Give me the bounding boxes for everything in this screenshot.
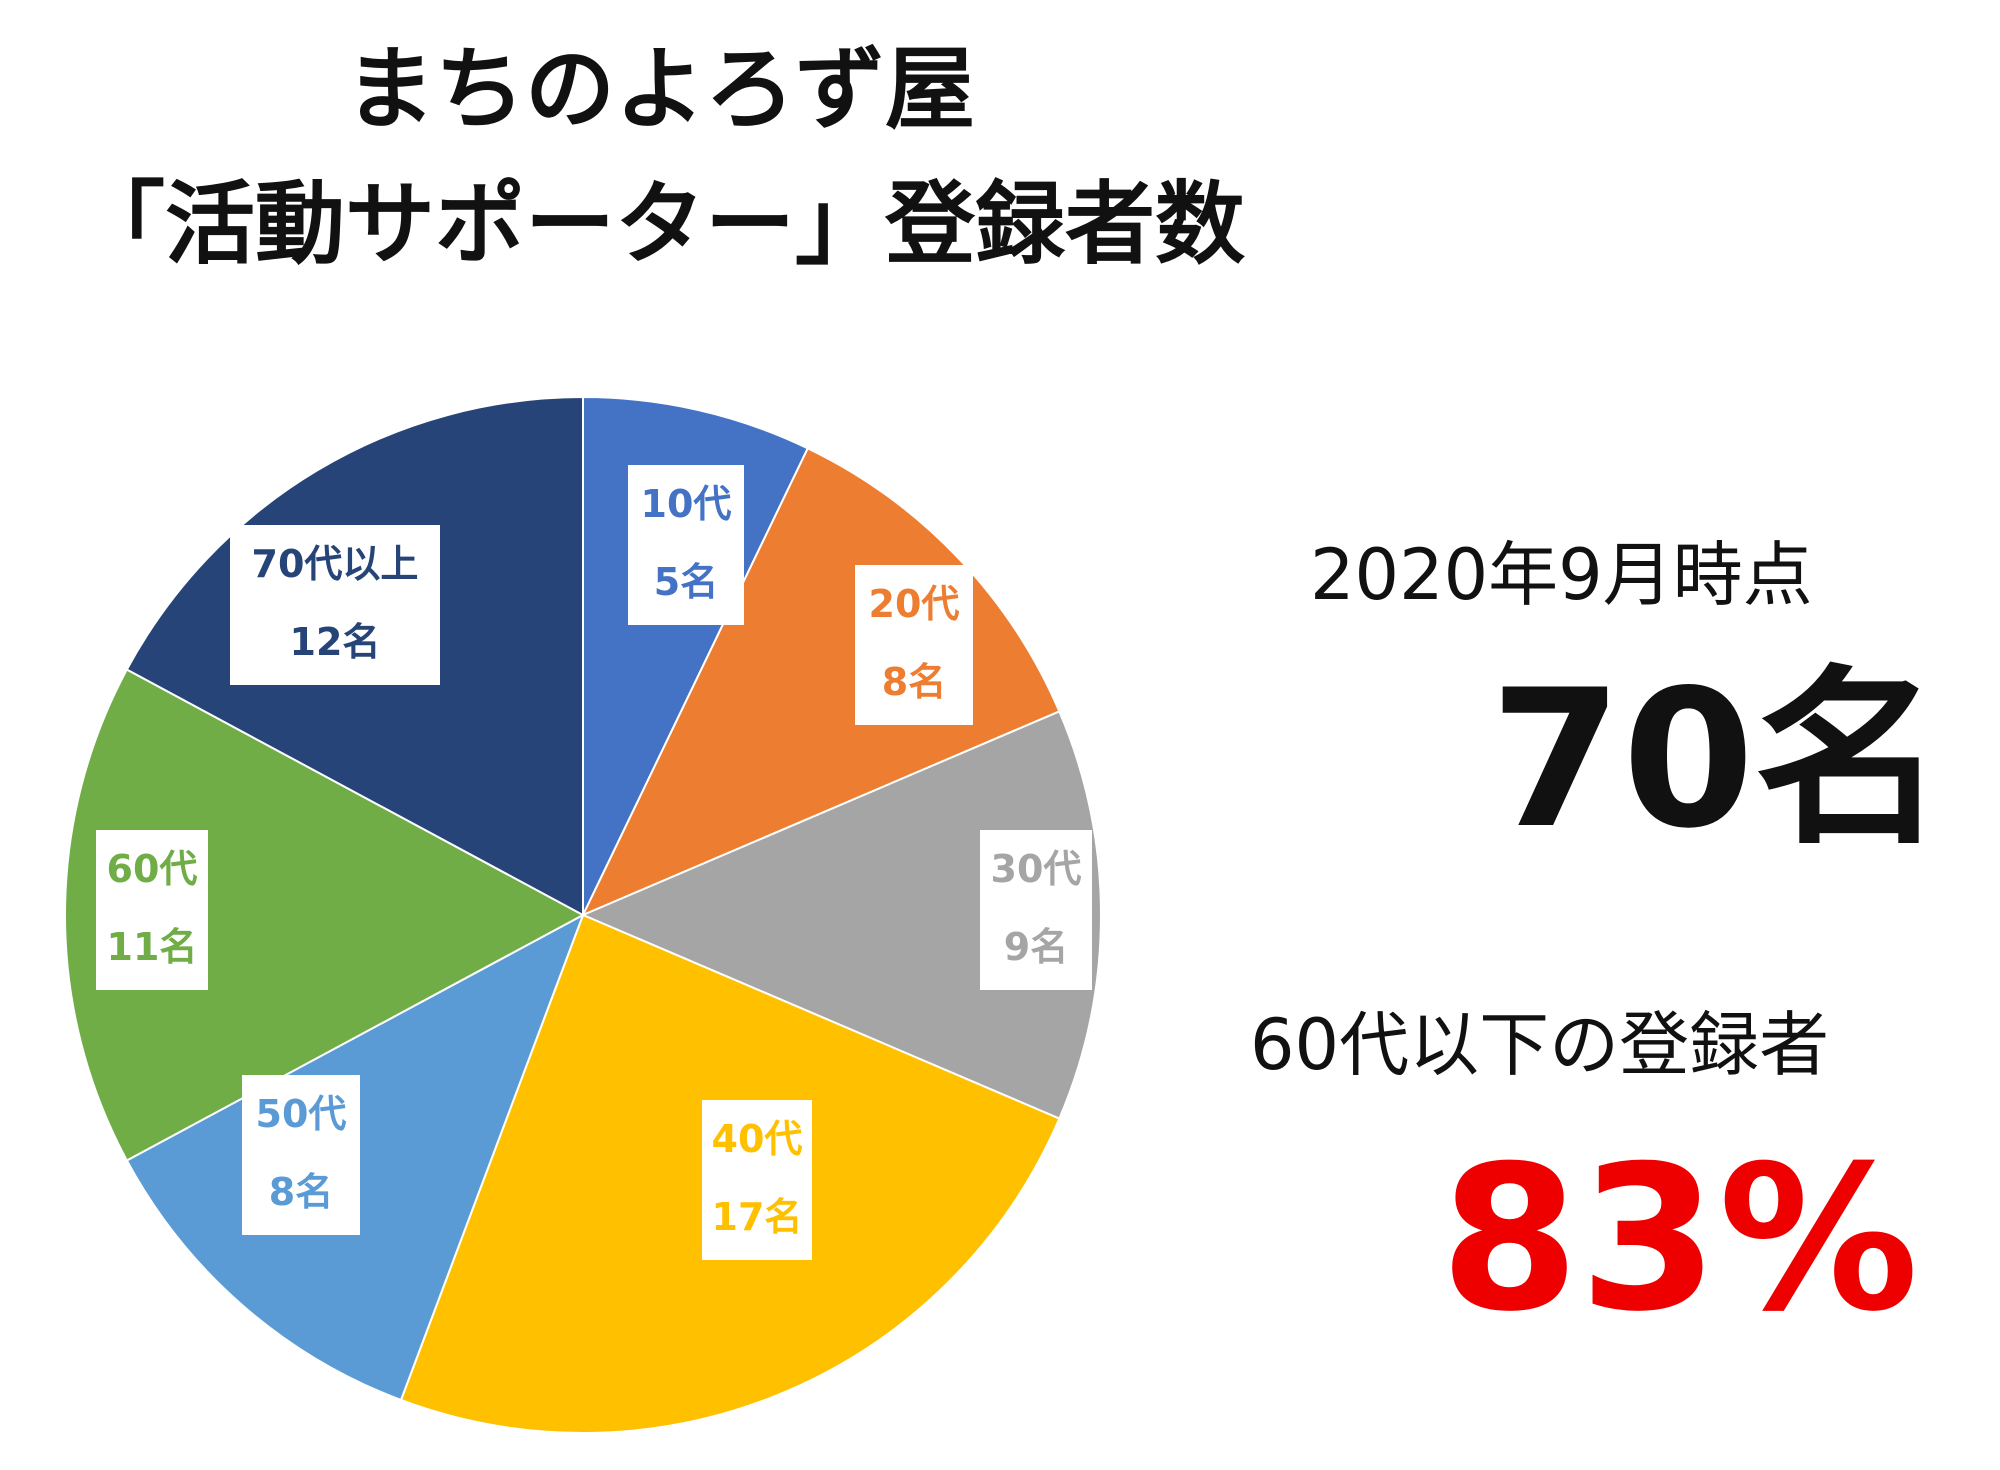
- slice-category-50s: 50代: [255, 1092, 347, 1136]
- slice-value-40s: 17名: [711, 1195, 803, 1239]
- slice-category-60s: 60代: [106, 847, 198, 891]
- pie-slice-60s: [64, 668, 586, 1162]
- under60-percent: 83%: [1440, 1123, 1919, 1356]
- chart-title-line-1: まちのよろず屋: [345, 37, 975, 142]
- slice-category-70s-plus: 70代以上: [251, 542, 419, 586]
- slice-label-50s: 50代 8名: [242, 1075, 360, 1235]
- slice-label-60s: 60代 11名: [96, 830, 208, 990]
- slice-label-40s: 40代 17名: [702, 1100, 812, 1260]
- slice-value-50s: 8名: [268, 1170, 334, 1214]
- slice-value-70s-plus: 12名: [289, 620, 381, 664]
- pie-slice-20s: [580, 446, 1061, 917]
- slice-value-10s: 5名: [653, 560, 719, 604]
- total-count: 70名: [1490, 649, 1945, 870]
- slice-label-10s: 10代 5名: [628, 465, 744, 625]
- slice-category-20s: 20代: [868, 582, 960, 626]
- slice-category-40s: 40代: [711, 1117, 803, 1161]
- slice-value-60s: 11名: [106, 925, 198, 969]
- slice-label-30s: 30代 9名: [980, 830, 1092, 990]
- slice-category-10s: 10代: [640, 482, 732, 526]
- slice-value-20s: 8名: [881, 660, 947, 704]
- pie-slice-30s: [580, 710, 1102, 1120]
- slice-label-70s-plus: 70代以上 12名: [230, 525, 440, 685]
- as-of-date: 2020年9月時点: [1310, 534, 1813, 616]
- slice-value-30s: 9名: [1003, 925, 1069, 969]
- slice-label-20s: 20代 8名: [855, 565, 973, 725]
- slice-category-30s: 30代: [990, 847, 1082, 891]
- chart-title-line-2: 「活動サポーター」登録者数: [75, 172, 1245, 277]
- under60-label: 60代以下の登録者: [1250, 1004, 1830, 1086]
